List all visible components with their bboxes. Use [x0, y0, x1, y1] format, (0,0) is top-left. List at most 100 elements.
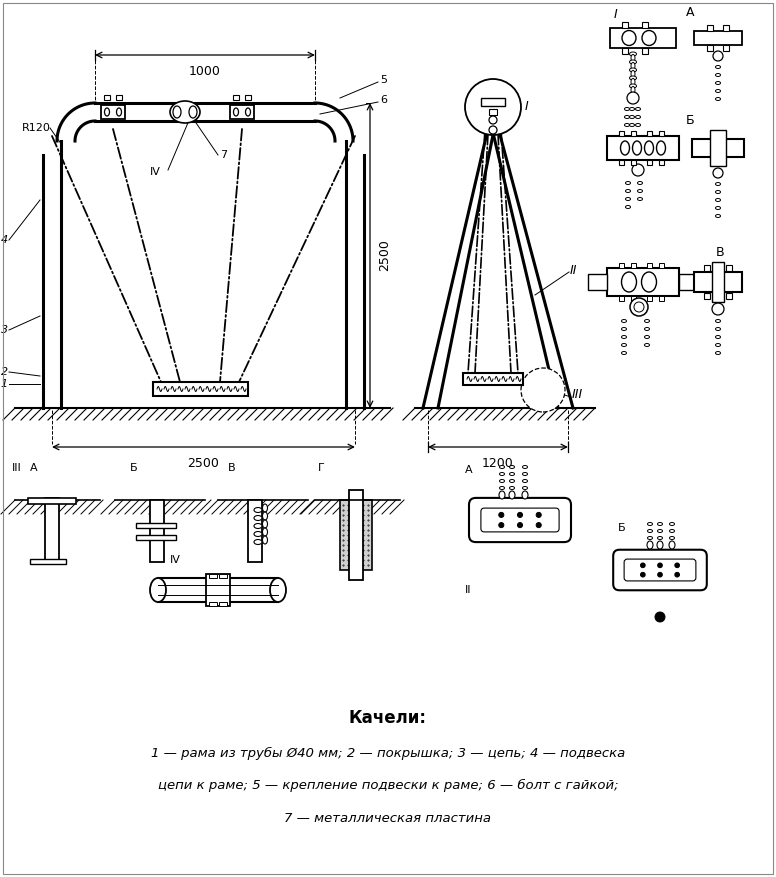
Ellipse shape	[509, 491, 515, 499]
Ellipse shape	[629, 60, 636, 64]
Circle shape	[640, 573, 645, 577]
Text: III: III	[12, 463, 22, 473]
Text: 7: 7	[220, 150, 227, 160]
Circle shape	[499, 523, 504, 528]
Ellipse shape	[669, 541, 675, 549]
Bar	[723, 25, 729, 31]
Ellipse shape	[629, 68, 636, 72]
Ellipse shape	[636, 108, 640, 111]
Bar	[707, 45, 713, 51]
Text: 1 — рама из трубы Ø40 мм; 2 — покрышка; 3 — цепь; 4 — подвеска: 1 — рама из трубы Ø40 мм; 2 — покрышка; …	[151, 746, 625, 759]
Bar	[153, 382, 248, 396]
Ellipse shape	[647, 530, 653, 532]
Ellipse shape	[254, 524, 262, 529]
Bar	[619, 263, 624, 268]
Ellipse shape	[638, 197, 643, 201]
Circle shape	[536, 523, 541, 528]
Ellipse shape	[657, 523, 663, 525]
Ellipse shape	[625, 197, 630, 201]
Ellipse shape	[522, 473, 528, 475]
Ellipse shape	[510, 473, 514, 475]
Bar	[619, 131, 624, 136]
Ellipse shape	[150, 578, 166, 602]
Circle shape	[713, 51, 723, 61]
Ellipse shape	[636, 124, 640, 126]
Bar	[631, 131, 636, 136]
Text: 2500: 2500	[378, 239, 391, 272]
Ellipse shape	[670, 537, 674, 539]
Ellipse shape	[642, 31, 656, 46]
Ellipse shape	[715, 82, 720, 84]
Ellipse shape	[715, 66, 720, 68]
Bar	[248, 500, 262, 562]
Bar	[245, 95, 251, 100]
Ellipse shape	[522, 480, 528, 482]
Ellipse shape	[262, 536, 268, 544]
Circle shape	[518, 523, 522, 528]
Ellipse shape	[631, 70, 635, 77]
FancyBboxPatch shape	[613, 550, 707, 590]
Bar	[136, 523, 176, 528]
Circle shape	[518, 512, 522, 517]
Ellipse shape	[189, 106, 197, 118]
Ellipse shape	[629, 52, 636, 56]
Circle shape	[630, 298, 648, 316]
Circle shape	[655, 612, 665, 622]
Circle shape	[657, 563, 663, 567]
Bar	[694, 31, 742, 45]
Bar	[219, 602, 227, 606]
Bar	[622, 22, 628, 28]
Bar	[209, 574, 217, 578]
Ellipse shape	[522, 487, 528, 489]
Bar	[610, 28, 676, 48]
Bar	[642, 48, 648, 54]
Bar	[607, 136, 679, 160]
Circle shape	[499, 512, 504, 517]
Bar	[704, 293, 710, 299]
Ellipse shape	[629, 124, 635, 126]
Bar	[694, 272, 742, 292]
Bar	[206, 574, 230, 606]
Ellipse shape	[715, 74, 720, 76]
Ellipse shape	[657, 530, 663, 532]
FancyBboxPatch shape	[624, 559, 696, 581]
Ellipse shape	[625, 108, 629, 111]
Ellipse shape	[638, 189, 643, 192]
Circle shape	[521, 368, 565, 412]
Ellipse shape	[631, 79, 635, 85]
Ellipse shape	[262, 504, 268, 512]
Text: 5: 5	[380, 75, 387, 85]
Bar	[726, 293, 732, 299]
Bar	[707, 25, 713, 31]
FancyBboxPatch shape	[469, 498, 571, 542]
Ellipse shape	[715, 89, 720, 92]
Ellipse shape	[105, 108, 109, 116]
Text: 4: 4	[1, 235, 8, 245]
Bar	[659, 296, 664, 301]
Text: I: I	[525, 101, 528, 113]
Bar	[659, 160, 664, 165]
Ellipse shape	[170, 101, 200, 123]
Circle shape	[634, 302, 644, 312]
Bar	[158, 578, 278, 602]
Bar	[233, 95, 239, 100]
Ellipse shape	[522, 466, 528, 468]
Circle shape	[632, 164, 644, 176]
Ellipse shape	[173, 106, 181, 118]
Text: I: I	[614, 9, 618, 22]
Ellipse shape	[632, 141, 642, 155]
Ellipse shape	[715, 327, 720, 331]
Ellipse shape	[715, 319, 720, 323]
Text: 3: 3	[1, 325, 8, 335]
Ellipse shape	[629, 108, 635, 111]
Bar	[647, 131, 652, 136]
Circle shape	[713, 168, 723, 178]
Ellipse shape	[645, 319, 650, 323]
Ellipse shape	[622, 327, 626, 331]
Ellipse shape	[262, 520, 268, 528]
Ellipse shape	[254, 516, 262, 521]
Text: IV: IV	[150, 167, 161, 177]
Text: IV: IV	[170, 555, 181, 565]
Bar	[659, 131, 664, 136]
Text: II: II	[570, 263, 577, 276]
